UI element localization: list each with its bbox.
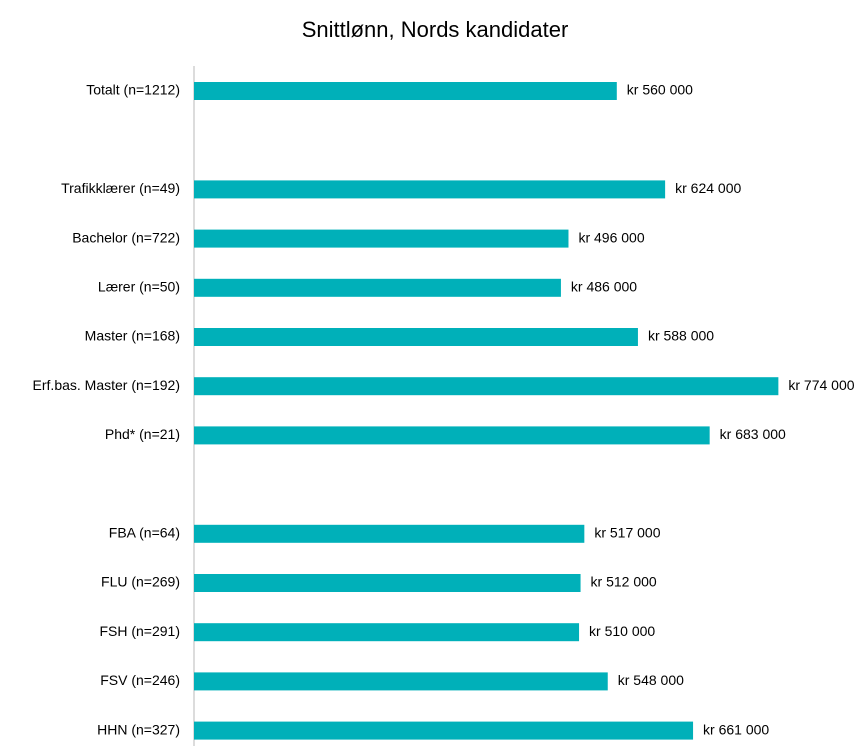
bar: [194, 180, 666, 199]
data-label: kr 517 000: [594, 525, 660, 541]
data-label: kr 486 000: [571, 279, 637, 295]
y-tick-label: Master (n=168): [85, 328, 180, 344]
y-tick-label: Phd* (n=21): [105, 426, 180, 442]
bar: [194, 672, 608, 691]
y-tick-label: Erf.bas. Master (n=192): [33, 377, 180, 393]
y-tick-label: Totalt (n=1212): [86, 82, 180, 98]
bar: [194, 524, 585, 543]
bar: [194, 278, 561, 297]
y-tick-label: FSH (n=291): [99, 623, 180, 639]
data-label: kr 512 000: [591, 574, 657, 590]
y-tick-label: Lærer (n=50): [98, 279, 180, 295]
data-label: kr 560 000: [627, 82, 693, 98]
data-label: kr 496 000: [578, 229, 644, 245]
bar: [194, 721, 694, 740]
y-tick-label: FSV (n=246): [100, 672, 180, 688]
bar: [194, 426, 710, 445]
bar: [194, 623, 580, 642]
data-label: kr 548 000: [618, 672, 684, 688]
chart-title: Snittlønn, Nords kandidater: [302, 17, 569, 42]
data-label: kr 683 000: [720, 426, 786, 442]
data-label: kr 624 000: [675, 180, 741, 196]
data-label: kr 661 000: [703, 721, 769, 737]
data-label: kr 774 000: [788, 377, 854, 393]
bar: [194, 328, 638, 346]
y-tick-label: HHN (n=327): [97, 721, 180, 737]
bar: [194, 229, 569, 248]
y-tick-label: FBA (n=64): [109, 525, 180, 541]
data-label: kr 588 000: [648, 328, 714, 344]
bar: [194, 377, 779, 396]
y-tick-label: Bachelor (n=722): [72, 229, 180, 245]
y-tick-label: Trafikklærer (n=49): [61, 180, 180, 196]
bar: [194, 82, 617, 100]
bar: [194, 574, 581, 592]
y-tick-label: FLU (n=269): [101, 574, 180, 590]
data-label: kr 510 000: [589, 623, 655, 639]
